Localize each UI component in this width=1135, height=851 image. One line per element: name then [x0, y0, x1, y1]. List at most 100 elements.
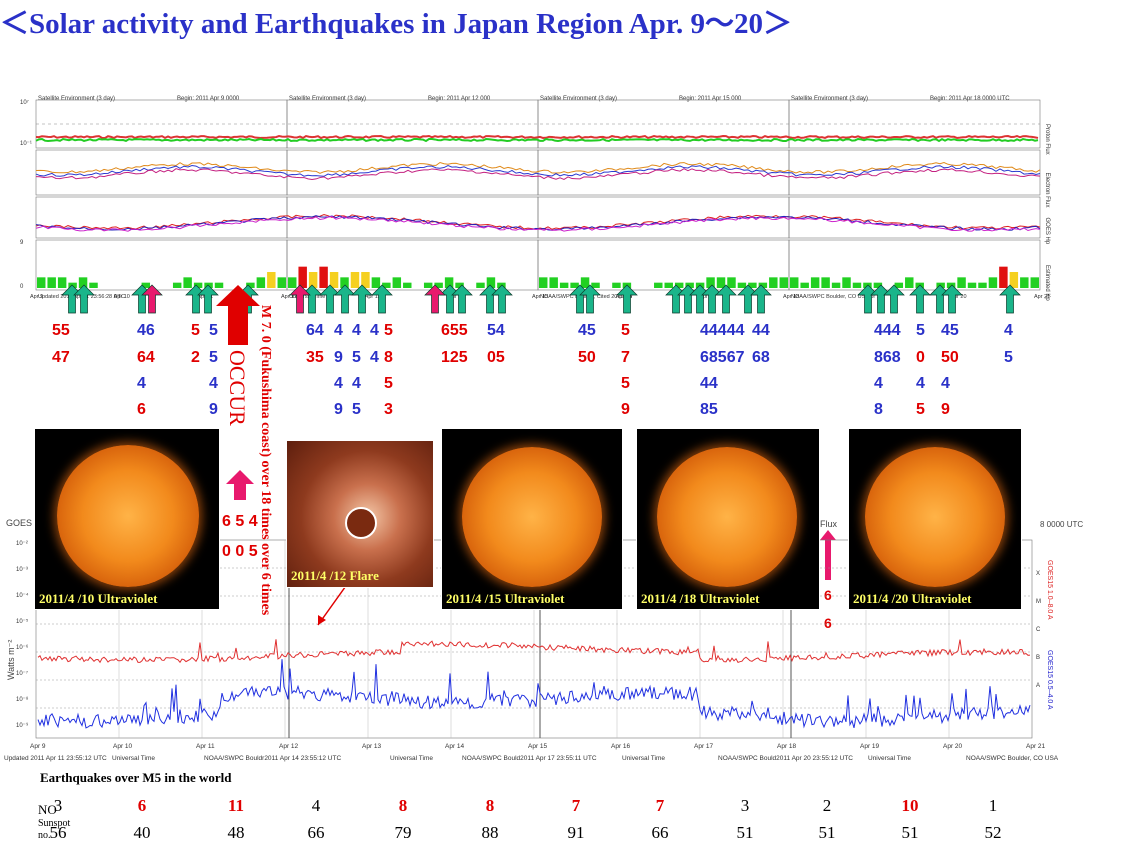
kp-bar — [486, 277, 496, 288]
kp-bar — [267, 272, 276, 288]
kp-bar — [476, 282, 485, 288]
kp-bar — [580, 277, 590, 288]
green-up-arrow — [334, 284, 356, 314]
eq-magnitude: 50 — [578, 349, 596, 366]
xray-footer: Universal Time — [112, 755, 155, 762]
kp-bar — [403, 282, 412, 288]
sun-image-apr18: 2011/4 /18 Ultraviolet — [636, 428, 820, 610]
eq-magnitude: 0 — [916, 349, 925, 366]
electron-flux-line — [35, 168, 1041, 181]
eq-magnitude: 8 — [384, 349, 393, 366]
green-up-arrow — [491, 284, 513, 314]
xray-flux-label: Flux — [820, 519, 838, 529]
kp-bar — [842, 277, 851, 288]
kp-bar — [455, 282, 464, 288]
x-tick: Apr 9 — [30, 294, 43, 300]
kp-bar — [37, 277, 46, 288]
kp-bar — [141, 282, 151, 288]
sun-caption: 2011/4 /15 Ultraviolet — [446, 591, 565, 606]
eq-magnitude: 35 — [306, 349, 324, 366]
eq-magnitude: 44 — [752, 322, 770, 339]
eq-magnitude: 64 — [306, 322, 324, 339]
eq-magnitude: 7 — [621, 349, 630, 366]
eq-magnitude: 4 — [874, 375, 883, 392]
kp-bar — [214, 282, 224, 288]
eq-magnitude: 868 — [874, 349, 901, 366]
flare-image-apr12: 2011/4 /12 Flare — [286, 440, 434, 588]
eq-magnitude: 55 — [52, 322, 70, 339]
y-tick: 10⁷ — [20, 99, 29, 106]
panel-frame — [788, 149, 1041, 196]
kp-bar — [685, 282, 694, 288]
panel-frame — [537, 239, 790, 291]
xray-x-tick: Apr 15 — [528, 743, 548, 750]
sunspot-count-cell: 40 — [133, 823, 151, 842]
xray-x-tick: Apr 18 — [777, 743, 797, 750]
panel-begin: Begin: 2011 Apr 9 0000 — [177, 96, 240, 102]
goes-hp-line — [35, 216, 1041, 232]
xray-x-tick: Apr 9 — [30, 743, 46, 750]
eq-magnitude: 0 0 5 — [222, 543, 258, 560]
xray-class-letter: X — [1036, 571, 1040, 577]
sun-caption: 2011/4 /18 Ultraviolet — [641, 591, 760, 606]
green-up-arrow — [909, 284, 931, 314]
kp-bar — [549, 277, 558, 288]
kp-bar — [591, 282, 600, 288]
sunspot-count-cell: 66 — [307, 823, 325, 842]
kp-bar — [1020, 277, 1029, 288]
eq-magnitude: 3 — [384, 401, 393, 418]
eq-magnitude: 68 — [752, 349, 770, 366]
earthquake-count-cell: 8 — [485, 796, 495, 815]
eq-magnitude: 444 — [874, 322, 901, 339]
eq-magnitude: 4 — [209, 375, 218, 392]
eq-magnitude: 4 — [1004, 322, 1013, 339]
xray-right-label: GOES15 1.0–8.0 A — [1046, 560, 1053, 620]
pink-up-arrow — [424, 284, 446, 314]
sun-disk — [57, 445, 199, 587]
eq-magnitude: 6 — [824, 615, 832, 631]
kp-bar — [444, 277, 454, 288]
kp-bar — [340, 277, 349, 288]
xray-footer: NOAA/SWPC Bould2011 Apr 20 23:55:12 UTC — [718, 755, 853, 762]
earthquake-count-cell: 7 — [571, 796, 581, 815]
flare-pointer-head — [318, 615, 326, 625]
earthquake-count-cell: 10 — [901, 796, 919, 815]
green-up-arrow — [883, 284, 905, 314]
occur-label: OCCUR — [225, 350, 250, 426]
kp-bar — [716, 277, 726, 288]
eq-magnitude: 4 — [334, 375, 343, 392]
earthquake-count-cell: 6 — [137, 796, 147, 815]
xray-footer: Universal Time — [390, 755, 433, 762]
eq-magnitude: 47 — [52, 349, 70, 366]
panel-begin: Begin: 2011 Apr 18 0000 UTC — [930, 96, 1010, 102]
eq-magnitude: 2 — [191, 349, 200, 366]
eq-magnitude: 5 — [916, 322, 925, 339]
xray-x-tick: Apr 17 — [694, 743, 714, 750]
xray-x-tick: Apr 20 — [943, 743, 963, 750]
green-up-arrow — [351, 284, 373, 314]
kp-bar — [78, 277, 88, 288]
xray-ytick: 10⁻⁸ — [16, 696, 29, 703]
page-title: ＜Solar activity and Earthquakes in Japan… — [0, 8, 793, 40]
kp-bar — [612, 282, 621, 288]
sunspot-count-cell: 48 — [227, 823, 245, 842]
kp-bar — [392, 277, 402, 288]
xray-x-tick: Apr 14 — [445, 743, 465, 750]
xray-goes-label: GOES — [6, 518, 32, 528]
big-red-arrow — [216, 285, 260, 345]
sun-image-apr15: 2011/4 /15 Ultraviolet — [441, 428, 623, 610]
kp-bar — [852, 282, 862, 288]
eq-magnitude: 4 — [137, 375, 146, 392]
green-up-arrow — [715, 284, 737, 314]
kp-bar — [193, 282, 203, 288]
xray-footer: Universal Time — [622, 755, 665, 762]
kp-bar — [748, 282, 757, 288]
pink-up-arrow — [820, 530, 836, 580]
green-up-arrow — [451, 284, 473, 314]
xray-x-tick: Apr 19 — [860, 743, 880, 750]
green-up-arrow — [579, 284, 601, 314]
eq-magnitude: 5 — [621, 322, 630, 339]
sun-disk — [462, 447, 602, 587]
eq-magnitude: 5 — [352, 401, 361, 418]
kp-bar — [570, 282, 579, 288]
